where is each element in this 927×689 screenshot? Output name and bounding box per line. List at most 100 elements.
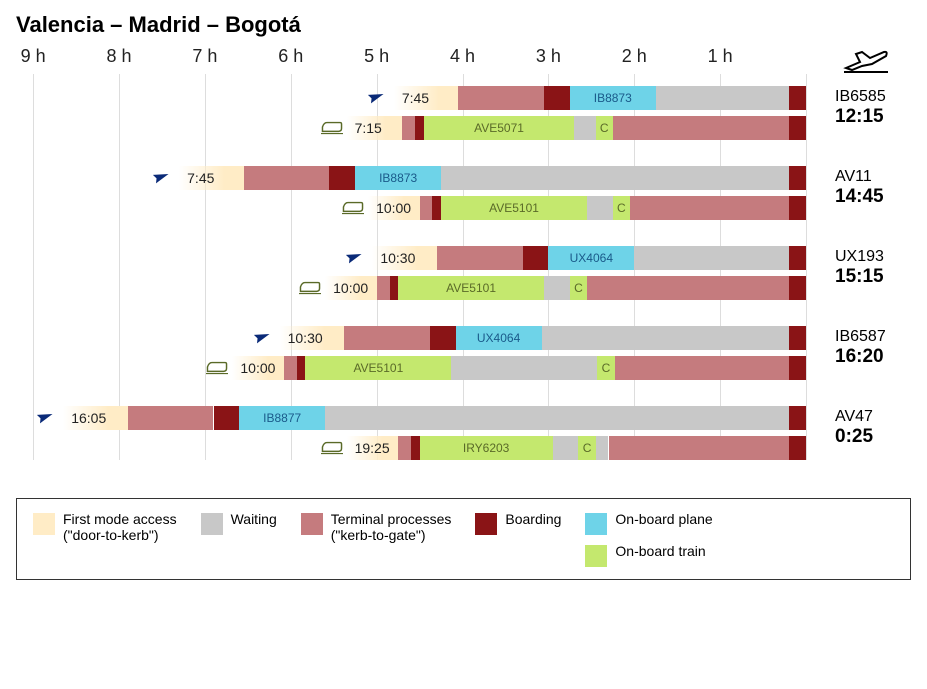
segment-terminal xyxy=(630,196,789,220)
flight-group: 10:30UX4064 10:00AVE5101C xyxy=(16,326,821,380)
legend-item: Terminal processes ("kerb-to-gate") xyxy=(301,511,452,543)
segment-label: AVE5101 xyxy=(446,281,496,295)
chart-area: 9 h8 h7 h6 h5 h4 h3 h2 h1 h 7:45IB8873 7… xyxy=(16,46,911,486)
segment-boarding xyxy=(523,246,549,270)
segment-boarding xyxy=(329,166,355,190)
start-time-label: 10:00 xyxy=(236,356,275,380)
segment-label: IB8877 xyxy=(263,411,301,425)
segment-waiting xyxy=(587,196,613,220)
legend-label: Boarding xyxy=(505,511,561,527)
flight-departure-time: 0:25 xyxy=(835,426,925,448)
axis-tick: 2 h xyxy=(622,46,647,67)
segment-terminal xyxy=(398,436,411,460)
train-icon xyxy=(342,196,364,220)
legend-swatch xyxy=(301,513,323,535)
flight-group: 16:05IB8877 19:25IRY6203C xyxy=(16,406,821,460)
flight-label: IB658716:20 xyxy=(835,328,925,368)
segment-boarding xyxy=(789,246,806,270)
segment-label: C xyxy=(583,441,592,455)
train-icon xyxy=(206,360,228,375)
segment-waiting xyxy=(656,86,789,110)
axis-tick: 4 h xyxy=(450,46,475,67)
start-time-label: 7:45 xyxy=(398,86,429,110)
segment-boarding xyxy=(430,326,456,350)
segment-plane: UX4064 xyxy=(548,246,634,270)
segment-boarding xyxy=(789,116,806,140)
flight-label: AV470:25 xyxy=(835,408,925,448)
axis-tick: 7 h xyxy=(192,46,217,67)
timeline-row: 7:45 IB8873 xyxy=(16,86,821,110)
x-axis: 9 h8 h7 h6 h5 h4 h3 h2 h1 h xyxy=(16,46,821,86)
start-time-label: 7:45 xyxy=(183,166,214,190)
segment-plane: IB8873 xyxy=(570,86,656,110)
timeline-row: 7:15 AVE5071 C xyxy=(16,116,821,140)
legend-item: First mode access ("door-to-kerb") xyxy=(33,511,177,543)
plane-icon xyxy=(37,406,55,430)
segment-boarding xyxy=(789,196,806,220)
timeline-row: 10:00AVE5101C xyxy=(16,196,821,220)
flight-code: IB6587 xyxy=(835,328,925,346)
plane-icon xyxy=(346,246,364,270)
timeline-row: 10:30 UX4064 xyxy=(16,246,821,270)
flight-labels-column: IB658512:15AV1114:45UX19315:15IB658716:2… xyxy=(821,46,911,486)
start-time-label: 16:05 xyxy=(67,406,106,430)
segment-terminal xyxy=(402,116,415,140)
legend-swatch xyxy=(585,545,607,567)
flight-group: 10:30UX4064 10:00AVE5101C xyxy=(16,246,821,300)
segment-label: UX4064 xyxy=(570,251,613,265)
segment-train: AVE5101 xyxy=(305,356,451,380)
plane-icon xyxy=(37,409,55,427)
segment-boarding xyxy=(297,356,306,380)
segment-terminal xyxy=(613,116,789,140)
plane-icon xyxy=(368,89,386,107)
start-time-label: 10:00 xyxy=(372,196,411,220)
segment-waiting xyxy=(596,436,609,460)
segment-label: UX4064 xyxy=(477,331,520,345)
axis-tick: 3 h xyxy=(536,46,561,67)
segment-boarding xyxy=(789,326,806,350)
flight-code: UX193 xyxy=(835,248,925,266)
segment-boarding xyxy=(432,196,441,220)
timeline-row: 7:45 IB8873 xyxy=(16,166,821,190)
segment-waiting xyxy=(634,246,789,270)
train-icon xyxy=(321,440,343,455)
chart-title: Valencia – Madrid – Bogotá xyxy=(16,12,911,38)
flight-departure-time: 16:20 xyxy=(835,346,925,368)
timeline-row: 10:00AVE5101C xyxy=(16,356,821,380)
segment-label: C xyxy=(617,201,626,215)
start-time-label: 10:30 xyxy=(376,246,415,270)
segment-boarding xyxy=(390,276,399,300)
segment-label: IB8873 xyxy=(594,91,632,105)
train-icon xyxy=(321,120,343,135)
flight-group: 7:45 IB8873 7:15 AVE5071 C xyxy=(16,86,821,140)
segment-plane: IB8873 xyxy=(355,166,441,190)
flight-group: 7:45 IB8873 10:00AVE5101C xyxy=(16,166,821,220)
segment-boarding xyxy=(789,166,806,190)
flight-label: IB658512:15 xyxy=(835,88,925,128)
segment-terminal xyxy=(458,86,544,110)
segment-terminal xyxy=(377,276,390,300)
segment-waiting xyxy=(553,436,579,460)
legend-swatch xyxy=(585,513,607,535)
segment-waiting xyxy=(542,326,789,350)
segment-train: AVE5071 xyxy=(424,116,574,140)
train-icon xyxy=(299,276,321,300)
start-time-label: 7:15 xyxy=(351,116,382,140)
segment-train: C xyxy=(596,116,613,140)
segment-label: AVE5101 xyxy=(353,361,403,375)
legend-stack: On-board planeOn-board train xyxy=(585,511,712,567)
segment-boarding xyxy=(789,436,806,460)
flight-departure-time: 12:15 xyxy=(835,106,925,128)
segment-plane: IB8877 xyxy=(239,406,325,430)
train-icon xyxy=(206,356,228,380)
segment-terminal xyxy=(284,356,297,380)
train-icon xyxy=(342,200,364,215)
axis-tick: 6 h xyxy=(278,46,303,67)
train-icon xyxy=(321,436,343,460)
start-time-label: 19:25 xyxy=(351,436,390,460)
flight-departure-time: 14:45 xyxy=(835,186,925,208)
segment-boarding xyxy=(544,86,570,110)
segment-boarding xyxy=(789,356,806,380)
rows-container: 7:45 IB8873 7:15 AVE5071 C 7:45 IB8873 10:00… xyxy=(16,86,821,460)
flight-code: AV47 xyxy=(835,408,925,426)
